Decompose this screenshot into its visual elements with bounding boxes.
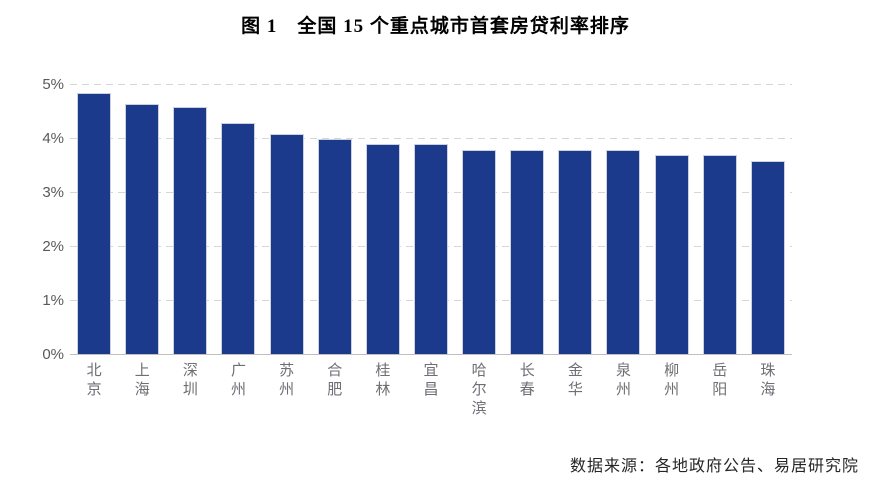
bar-合肥	[317, 139, 352, 355]
bar-金华	[558, 149, 593, 355]
y-tick-label: 1%	[42, 292, 64, 309]
data-source-note: 数据来源：各地政府公告、易居研究院	[569, 458, 859, 475]
y-tick-label: 0%	[42, 346, 64, 363]
gridline	[70, 84, 792, 85]
y-tick-label: 3%	[42, 184, 64, 201]
x-axis-line	[70, 354, 792, 355]
bar-柳州	[654, 155, 689, 355]
bar-北京	[77, 93, 112, 355]
y-tick-label: 4%	[42, 130, 64, 147]
bar-岳阳	[702, 155, 737, 355]
x-category-label: 岳阳	[712, 363, 728, 398]
x-category-label: 合肥	[327, 363, 343, 398]
bar-宜昌	[413, 144, 448, 355]
x-category-label: 广州	[230, 363, 246, 398]
x-category-label: 长春	[519, 363, 535, 398]
x-category-label: 苏州	[279, 363, 295, 398]
bars	[70, 85, 792, 355]
x-category-label: 桂林	[375, 363, 391, 398]
bar-深圳	[173, 106, 208, 355]
bar-桂林	[365, 144, 400, 355]
x-category-label: 泉州	[615, 363, 631, 398]
plot-area	[70, 84, 792, 355]
y-tick-label: 5%	[42, 76, 64, 93]
x-category-label: 金华	[567, 363, 583, 398]
y-axis: 0% 1% 2% 3% 4% 5%	[24, 76, 64, 363]
bar-珠海	[750, 160, 785, 355]
x-category-label: 柳州	[664, 363, 680, 398]
x-category-label: 深圳	[182, 363, 198, 398]
bar-长春	[510, 149, 545, 355]
x-category-label: 北京	[86, 363, 102, 398]
bar-广州	[221, 122, 256, 355]
x-category-label: 宜昌	[423, 363, 439, 398]
bar-泉州	[606, 149, 641, 355]
y-tick-label: 2%	[42, 238, 64, 255]
x-category-label: 哈尔滨	[471, 363, 487, 417]
bar-苏州	[269, 133, 304, 355]
chart-title: 图 1 全国 15 个重点城市首套房贷利率排序	[241, 16, 630, 37]
bar-哈尔滨	[462, 149, 497, 355]
bar-上海	[125, 103, 160, 355]
gridline	[70, 138, 792, 139]
category-labels: 北京 上海 深圳 广州 苏州 合肥 桂林 宜昌 哈尔滨 长春 金华 泉州 柳州 岳阳 珠海	[70, 362, 792, 418]
x-category-label: 珠海	[760, 363, 776, 398]
x-category-label: 上海	[134, 363, 150, 398]
